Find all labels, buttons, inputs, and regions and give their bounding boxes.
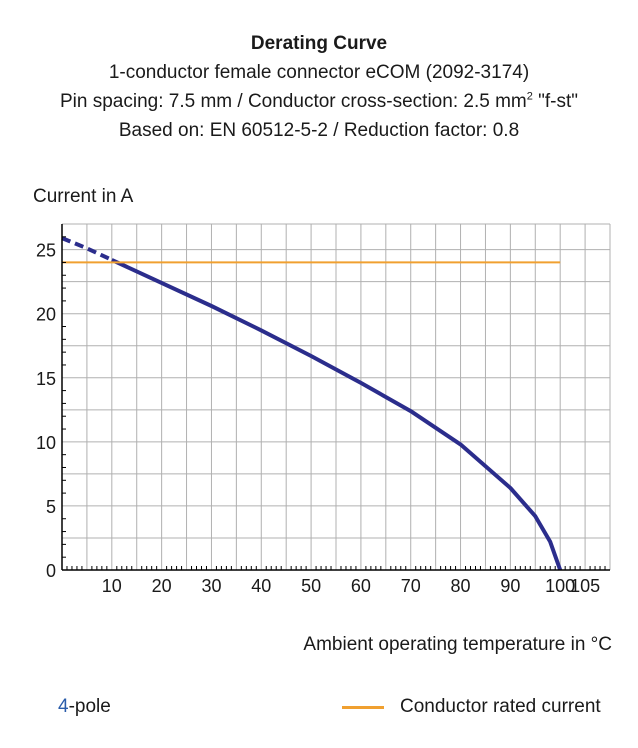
subtitle-line-2-suffix: "f-st": [532, 91, 578, 112]
x-tick-label: 90: [500, 576, 520, 596]
legend-rated-swatch: [342, 705, 384, 709]
x-tick-label: 70: [401, 576, 421, 596]
subtitle-line-2-text: Pin spacing: 7.5 mm / Conductor cross-se…: [59, 91, 527, 112]
superscript-two: 2: [526, 90, 533, 103]
y-tick-label: 25: [36, 241, 56, 261]
x-tick-label: 10: [102, 576, 122, 596]
x-tick-label: 100: [545, 576, 575, 596]
x-tick-label: 80: [451, 576, 471, 596]
y-tick-label: 15: [36, 369, 56, 389]
x-tick-label: 20: [152, 576, 172, 596]
derating-curve-4-pole: [110, 258, 563, 571]
subtitle-line-2: Pin spacing: 7.5 mm / Conductor cross-se…: [0, 87, 638, 116]
subtitle-line-3: Based on: EN 60512-5-2 / Reduction facto…: [118, 120, 520, 141]
y-tick-label: 5: [46, 497, 56, 517]
x-tick-label: 60: [351, 576, 371, 596]
chart-title: Derating Curve: [250, 33, 388, 54]
series-lines: [61, 236, 563, 571]
legend-pole-number: 4: [58, 696, 69, 717]
y-tick-label: 0: [46, 561, 56, 581]
subtitle-line-1: 1-conductor female connector eCOM (2092-…: [108, 62, 530, 83]
curve-extrapolated-dashed: [61, 236, 113, 262]
legend-pole-suffix: -pole: [68, 696, 111, 717]
axes: [61, 224, 610, 571]
legend-rated-current: Conductor rated current: [342, 696, 601, 718]
x-tick-label: 105: [570, 576, 600, 596]
legend-rated-label: Conductor rated current: [400, 696, 601, 717]
y-axis-label: Current in A: [33, 186, 134, 207]
title-block: Derating Curve 1-conductor female connec…: [0, 30, 638, 145]
y-tick-label: 10: [36, 433, 56, 453]
y-tick-label: 20: [36, 305, 56, 325]
grid: [62, 223, 611, 570]
x-tick-label: 30: [201, 576, 221, 596]
x-tick-label: 50: [301, 576, 321, 596]
legend-4-pole: 4-pole: [58, 696, 111, 718]
x-axis-label: Ambient operating temperature in °C: [303, 634, 612, 655]
x-tick-label: 40: [251, 576, 271, 596]
